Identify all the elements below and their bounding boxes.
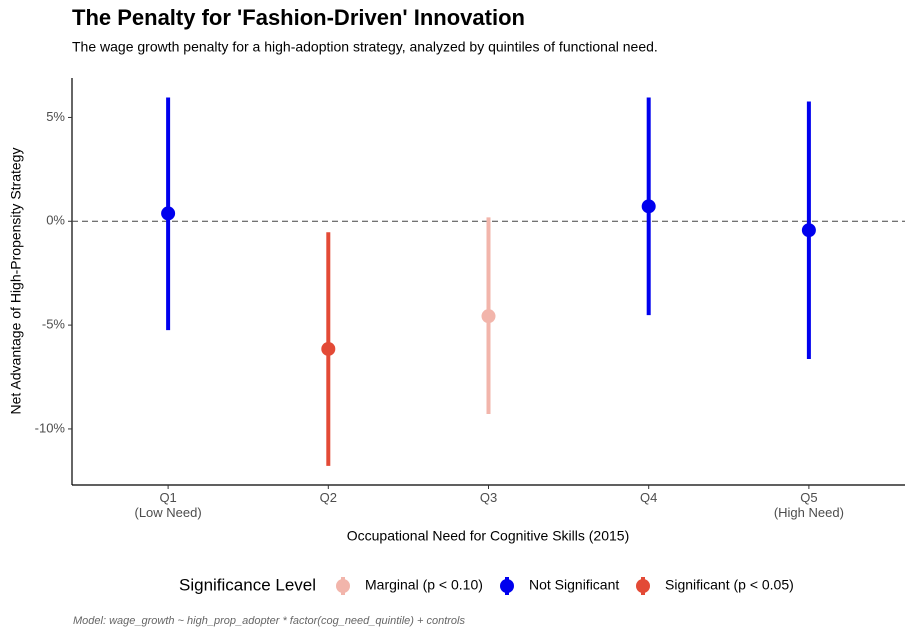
chart-subtitle: The wage growth penalty for a high-adopt… xyxy=(72,39,658,55)
y-axis-title: Net Advantage of High-Propensity Strateg… xyxy=(8,148,24,415)
point xyxy=(161,206,176,221)
legend-label: Marginal (p < 0.10) xyxy=(365,577,483,593)
legend-key-point xyxy=(636,579,650,593)
x-tick-label: Q3 xyxy=(479,490,498,505)
legend-label: Significant (p < 0.05) xyxy=(665,577,794,593)
x-tick-label: Q1 (Low Need) xyxy=(134,490,202,520)
caption: Model: wage_growth ~ high_prop_adopter *… xyxy=(73,615,465,627)
x-tick-label: Q4 xyxy=(640,490,658,505)
point xyxy=(321,341,336,356)
y-tick-label: -5% xyxy=(42,317,66,332)
point xyxy=(481,309,496,324)
legend-key-point xyxy=(336,579,350,593)
y-tick-label: -10% xyxy=(35,420,66,435)
point xyxy=(641,199,656,214)
legend-key-point xyxy=(500,579,514,593)
x-axis-title: Occupational Need for Cognitive Skills (… xyxy=(347,528,629,544)
chart-title: The Penalty for 'Fashion-Driven' Innovat… xyxy=(72,5,525,30)
legend-label: Not Significant xyxy=(529,577,619,593)
point xyxy=(801,223,816,238)
legend-title: Significance Level xyxy=(179,575,316,594)
y-tick-label: 0% xyxy=(46,213,65,228)
x-tick-label: Q5 (High Need) xyxy=(773,490,844,520)
x-tick-label: Q2 xyxy=(319,490,337,505)
y-tick-label: 5% xyxy=(46,109,65,124)
